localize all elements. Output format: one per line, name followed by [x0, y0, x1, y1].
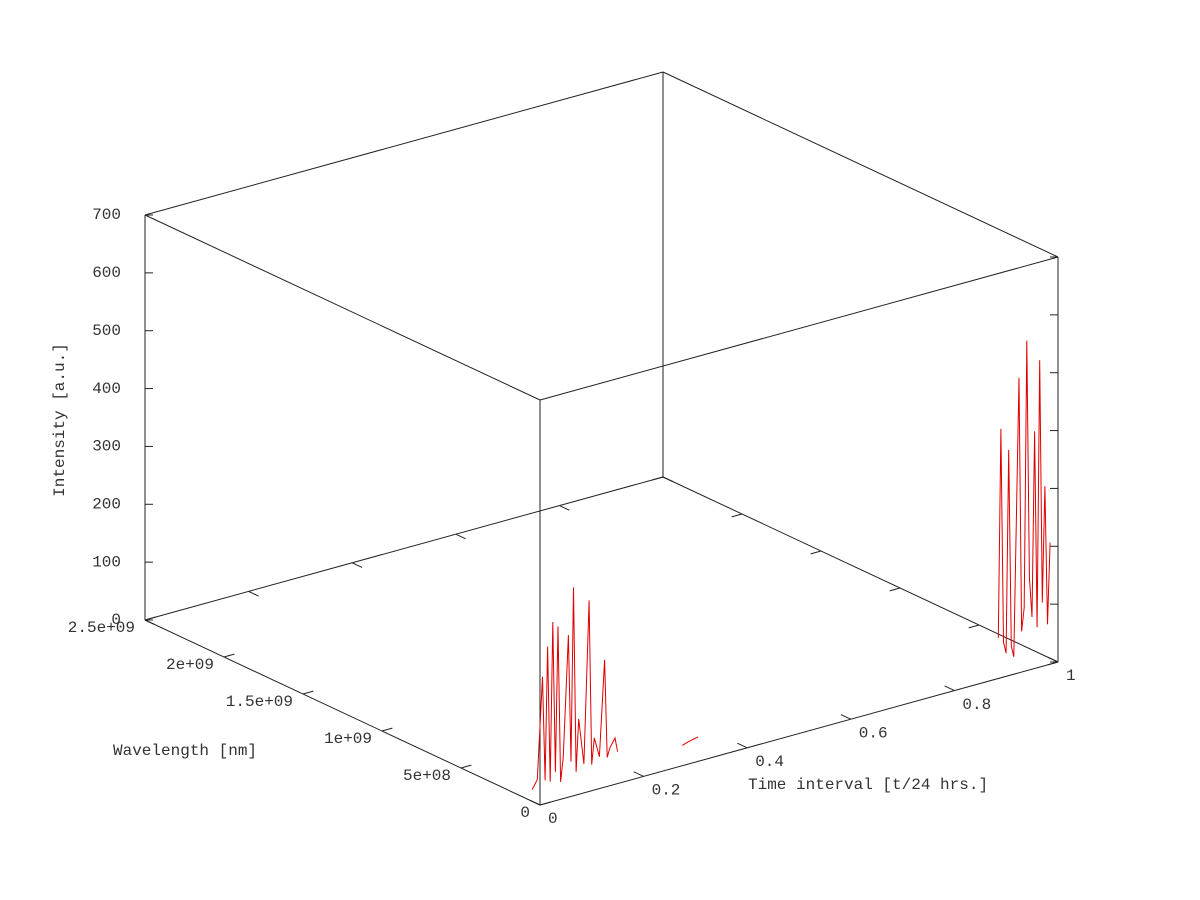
z-tick-label: 600 — [92, 264, 121, 282]
x-tick — [144, 619, 156, 626]
x-tick-label: 0.8 — [962, 696, 991, 714]
y-tick-label: 2e+09 — [166, 656, 214, 674]
y-tick — [889, 587, 901, 592]
z-tick-label: 200 — [92, 496, 121, 514]
x-tick — [455, 533, 466, 540]
y-tick-label: 2.5e+09 — [68, 619, 135, 637]
box-edge — [539, 661, 1059, 806]
y-tick — [302, 690, 314, 695]
y-tick — [144, 616, 156, 621]
y-tick — [539, 801, 551, 806]
y-tick — [731, 513, 743, 518]
y-tick — [652, 476, 664, 481]
box-edge — [539, 256, 1059, 401]
y-tick — [1047, 661, 1059, 666]
data-line — [531, 340, 1051, 790]
x-tick — [944, 685, 955, 692]
x-tick-label: 0.2 — [652, 782, 681, 800]
x-tick — [559, 505, 570, 511]
x-tick — [529, 799, 541, 806]
z-tick-label: 100 — [92, 553, 121, 571]
x-tick-label: 0.6 — [859, 724, 888, 742]
x-tick — [248, 590, 259, 597]
x-tick — [737, 742, 748, 749]
z-tick-label: 700 — [92, 206, 121, 224]
box-edge — [662, 71, 1059, 258]
box-edge — [144, 476, 664, 621]
box-edge — [144, 214, 541, 401]
x-tick — [351, 562, 363, 568]
y-tick — [460, 764, 472, 769]
y-tick — [968, 624, 980, 629]
y-tick-label: 5e+08 — [403, 767, 451, 785]
z-tick-label: 0 — [111, 611, 121, 629]
y-tick-label: 0 — [520, 804, 530, 822]
x-tick — [840, 714, 852, 720]
x-tick-label: 0 — [548, 810, 558, 828]
y-axis-label: Wavelength [nm] — [113, 742, 257, 760]
y-tick — [810, 550, 822, 555]
x-tick — [1047, 656, 1059, 663]
z-tick-label: 500 — [92, 322, 121, 340]
box-edge — [144, 71, 664, 216]
z-tick-label: 400 — [92, 380, 121, 398]
y-tick — [381, 727, 393, 732]
x-tick — [633, 771, 644, 777]
box-edge — [662, 476, 1059, 663]
y-tick-label: 1e+09 — [324, 730, 372, 748]
x-tick-label: 0.4 — [755, 753, 784, 771]
x-tick-label: 1 — [1066, 667, 1076, 685]
box-edge — [144, 619, 541, 806]
z-axis-label: Intensity [a.u.] — [51, 343, 69, 497]
y-tick-label: 1.5e+09 — [226, 693, 293, 711]
x-tick — [662, 476, 674, 483]
x-axis-label: Time interval [t/24 hrs.] — [748, 776, 988, 794]
y-tick — [223, 653, 235, 658]
z-tick-label: 300 — [92, 438, 121, 456]
